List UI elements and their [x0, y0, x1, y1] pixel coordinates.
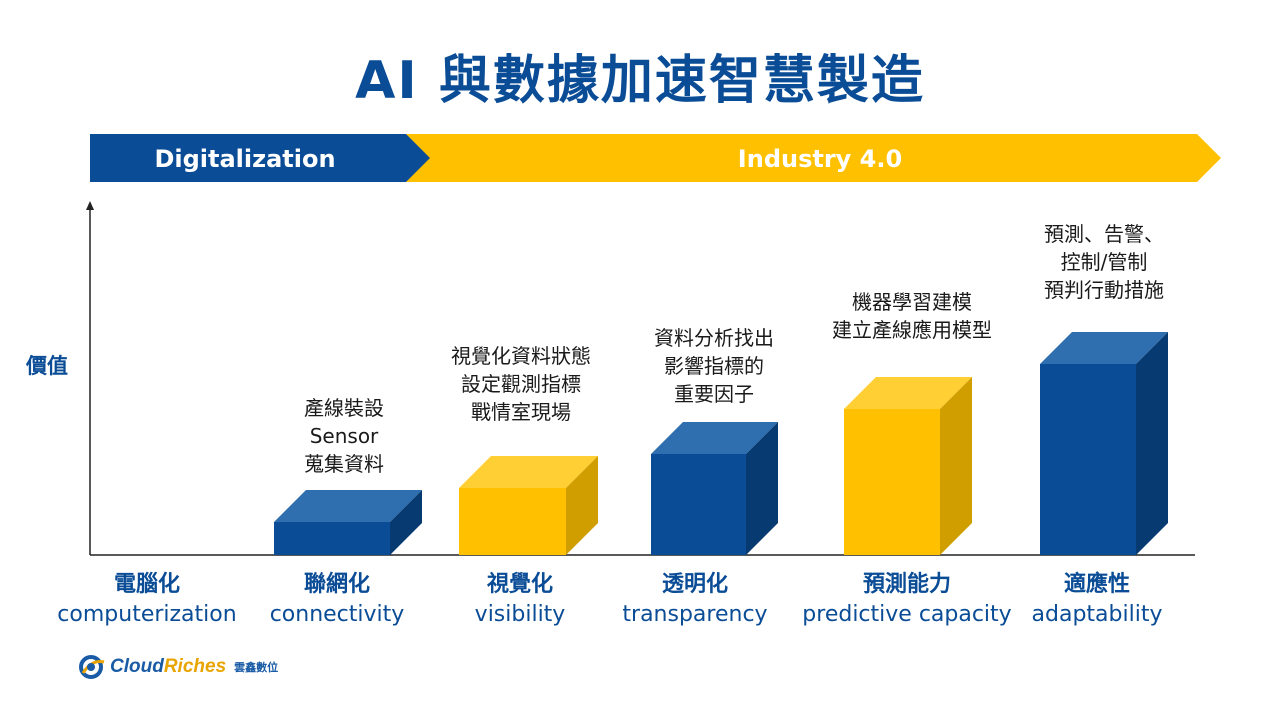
bar-side	[566, 456, 598, 555]
digitalization-arrow	[90, 134, 430, 182]
company-logo: CloudRiches 雲鑫數位	[78, 652, 278, 682]
logo-subtitle: 雲鑫數位	[234, 661, 279, 674]
bar-side	[1136, 332, 1168, 555]
bar-front	[651, 454, 746, 555]
bar-front	[274, 522, 390, 555]
page-title: AI 與數據加速智慧製造	[355, 51, 925, 111]
stage-connectivity: 聯網化 connectivity	[269, 572, 405, 627]
industry-arrow	[400, 134, 1221, 182]
annotation-visibility: 視覺化資料狀態 設定觀測指標 戰情室現場	[451, 344, 591, 424]
cloudriches-logo-icon	[79, 655, 105, 679]
digitalization-label: Digitalization	[154, 145, 336, 173]
bar-transparency	[651, 422, 778, 555]
bar-predictive-capacity	[844, 377, 972, 555]
bar-side	[940, 377, 972, 555]
stage-adaptability: 適應性 adaptability	[1031, 572, 1163, 627]
value-bars	[274, 332, 1168, 555]
logo-wordmark: CloudRiches	[110, 656, 227, 677]
bar-front	[844, 409, 940, 555]
annotation-transparency: 資料分析找出 影響指標的 重要因子	[654, 326, 774, 406]
bar-top	[651, 422, 778, 454]
industry-label: Industry 4.0	[737, 145, 903, 173]
bar-side	[390, 490, 422, 555]
bar-visibility	[459, 456, 598, 555]
bar-top	[844, 377, 972, 409]
stage-transparency: 透明化 transparency	[622, 572, 768, 627]
bar-connectivity	[274, 490, 422, 555]
y-axis-arrowhead	[86, 201, 94, 210]
bar-top	[459, 456, 598, 488]
annotation-predictive: 機器學習建模 建立產線應用模型	[832, 290, 992, 342]
stage-visibility: 視覺化 visibility	[474, 572, 566, 627]
bar-side	[746, 422, 778, 555]
bar-front	[459, 488, 566, 555]
bar-top	[274, 490, 422, 522]
bar-adaptability	[1040, 332, 1168, 555]
bar-front	[1040, 364, 1136, 555]
annotation-adaptability: 預測、告警、 控制/管制 預判行動措施	[1044, 222, 1164, 302]
bar-top	[1040, 332, 1168, 364]
annotation-connectivity: 產線裝設 Sensor 蒐集資料	[304, 396, 384, 476]
stage-predictive: 預測能力 predictive capacity	[802, 572, 1012, 627]
y-axis-label: 價值	[26, 354, 68, 378]
stage-computerization: 電腦化 computerization	[57, 572, 237, 627]
